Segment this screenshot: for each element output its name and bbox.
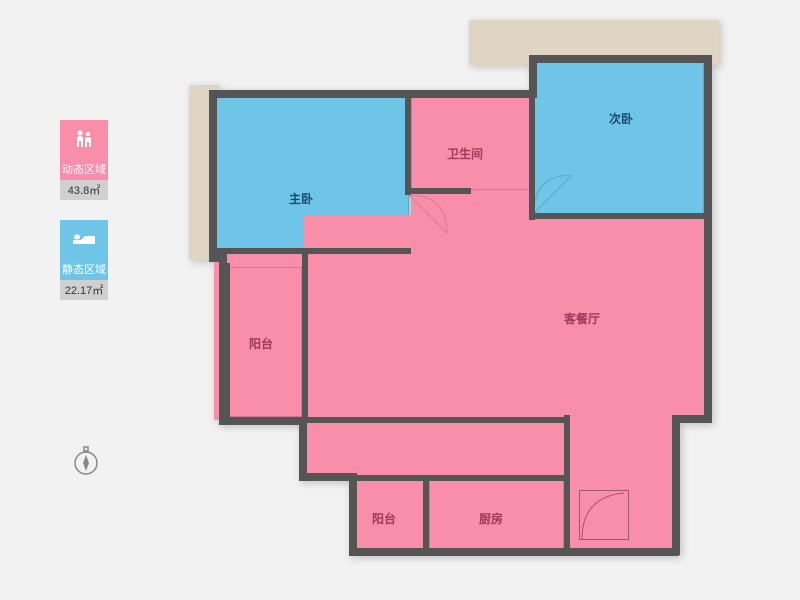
wall [349,548,679,556]
floorplan: 主卧 次卧 卫生间 客餐厅 阳台 阳台 厨房 [189,20,749,580]
label-bathroom: 卫生间 [447,145,483,162]
wall [529,55,709,63]
wall [411,188,471,194]
room-living-dining [304,215,704,420]
wall [216,248,411,254]
label-kitchen: 厨房 [479,510,503,527]
label-balcony2: 阳台 [372,510,396,527]
legend-static: 静态区域 22.17㎡ [60,220,108,300]
wall [349,475,569,481]
wall [349,473,357,553]
legend-static-value: 22.17㎡ [60,280,108,300]
wall [219,417,307,425]
door-arc [409,195,449,240]
compass-icon [72,445,100,482]
wall [302,253,308,421]
legend-panel: 动态区域 43.8㎡ 静态区域 22.17㎡ [60,120,108,320]
wall [423,475,429,553]
room-bathroom [411,95,531,190]
wall [209,90,217,255]
wall [224,263,230,421]
legend-dynamic: 动态区域 43.8㎡ [60,120,108,200]
wall [704,55,712,420]
wall [405,95,411,195]
bed-icon [60,220,108,258]
wall [564,415,570,553]
label-balcony1: 阳台 [249,335,273,352]
wall [529,213,709,219]
wall [299,417,307,480]
label-second-bedroom: 次卧 [609,110,633,127]
label-master-bedroom: 主卧 [289,190,313,207]
door-detail [579,490,629,540]
wall [529,95,535,220]
people-icon [60,120,108,158]
label-living-dining: 客餐厅 [564,310,600,327]
wall [672,415,680,555]
room-lower [304,417,569,477]
wall [307,417,567,423]
wall [209,90,534,98]
legend-dynamic-label: 动态区域 [60,158,108,180]
legend-dynamic-value: 43.8㎡ [60,180,108,200]
legend-static-label: 静态区域 [60,258,108,280]
